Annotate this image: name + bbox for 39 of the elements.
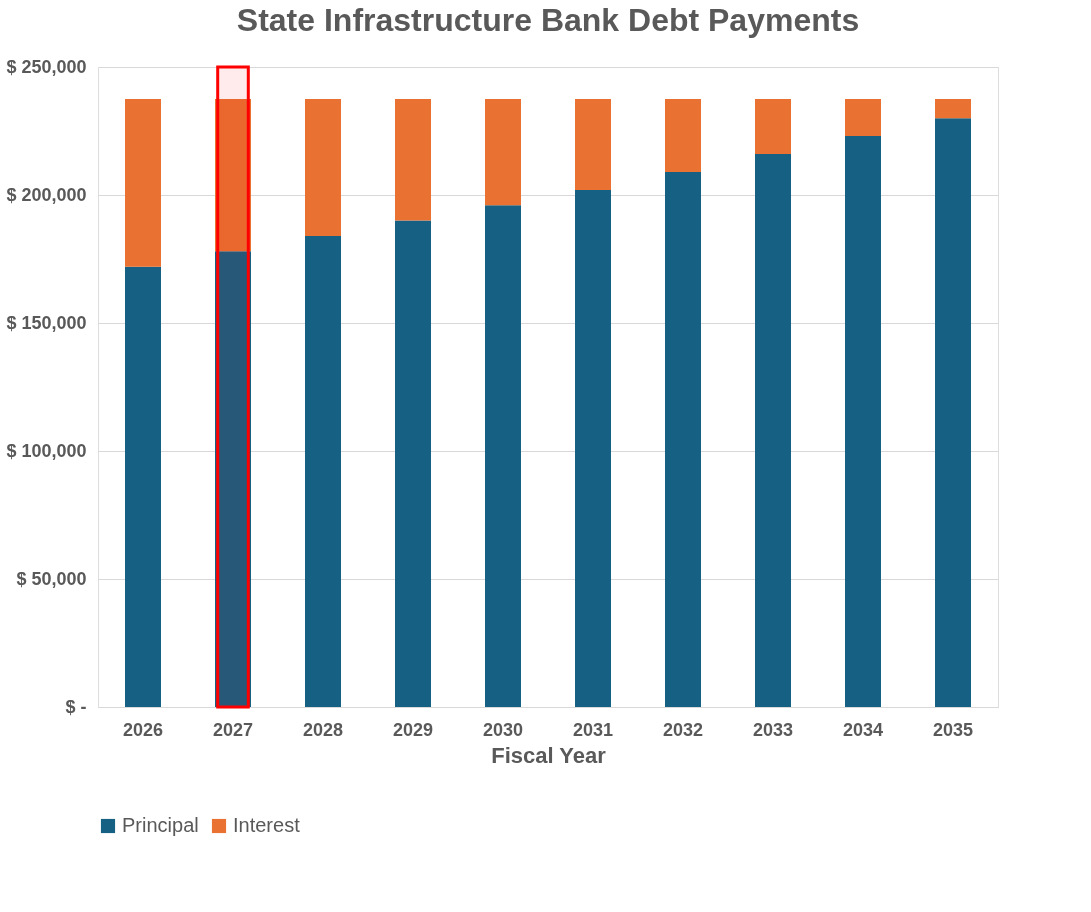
x-tick-label: 2034: [842, 719, 884, 740]
bar: [485, 205, 521, 707]
bar: [665, 99, 701, 172]
bar: [575, 99, 611, 190]
bar: [845, 136, 881, 707]
x-tick-label: 2028: [302, 719, 344, 740]
bar: [845, 99, 881, 137]
y-tick-label: $ -: [65, 696, 87, 717]
y-tick-label: $ 50,000: [16, 568, 87, 589]
bar: [125, 266, 161, 707]
bar: [665, 171, 701, 707]
bar: [755, 99, 791, 155]
bar: [125, 99, 161, 267]
bar: [755, 154, 791, 707]
bar: [305, 99, 341, 236]
bar: [395, 99, 431, 221]
x-tick-label: 2030: [482, 719, 524, 740]
y-tick-label: $ 200,000: [6, 184, 87, 205]
bar: [575, 189, 611, 707]
bar: [305, 235, 341, 707]
bar: [215, 99, 251, 252]
x-tick-label: 2029: [392, 719, 434, 740]
x-tick-label: 2031: [572, 719, 614, 740]
bar: [395, 220, 431, 707]
x-axis-title: Fiscal Year: [491, 742, 607, 768]
bar: [935, 99, 971, 119]
x-tick-label: 2026: [122, 719, 164, 740]
legend-label: Principal: [122, 814, 199, 836]
legend-label: Interest: [233, 814, 301, 836]
x-tick-label: 2035: [932, 719, 974, 740]
y-tick-label: $ 250,000: [6, 56, 87, 77]
chart-title: State Infrastructure Bank Debt Payments: [236, 2, 860, 38]
x-tick-label: 2033: [752, 719, 794, 740]
bar: [485, 99, 521, 206]
y-tick-label: $ 100,000: [6, 440, 87, 461]
bar: [935, 118, 971, 707]
y-tick-label: $ 150,000: [6, 312, 87, 333]
x-tick-label: 2027: [212, 719, 254, 740]
x-tick-label: 2032: [662, 719, 704, 740]
